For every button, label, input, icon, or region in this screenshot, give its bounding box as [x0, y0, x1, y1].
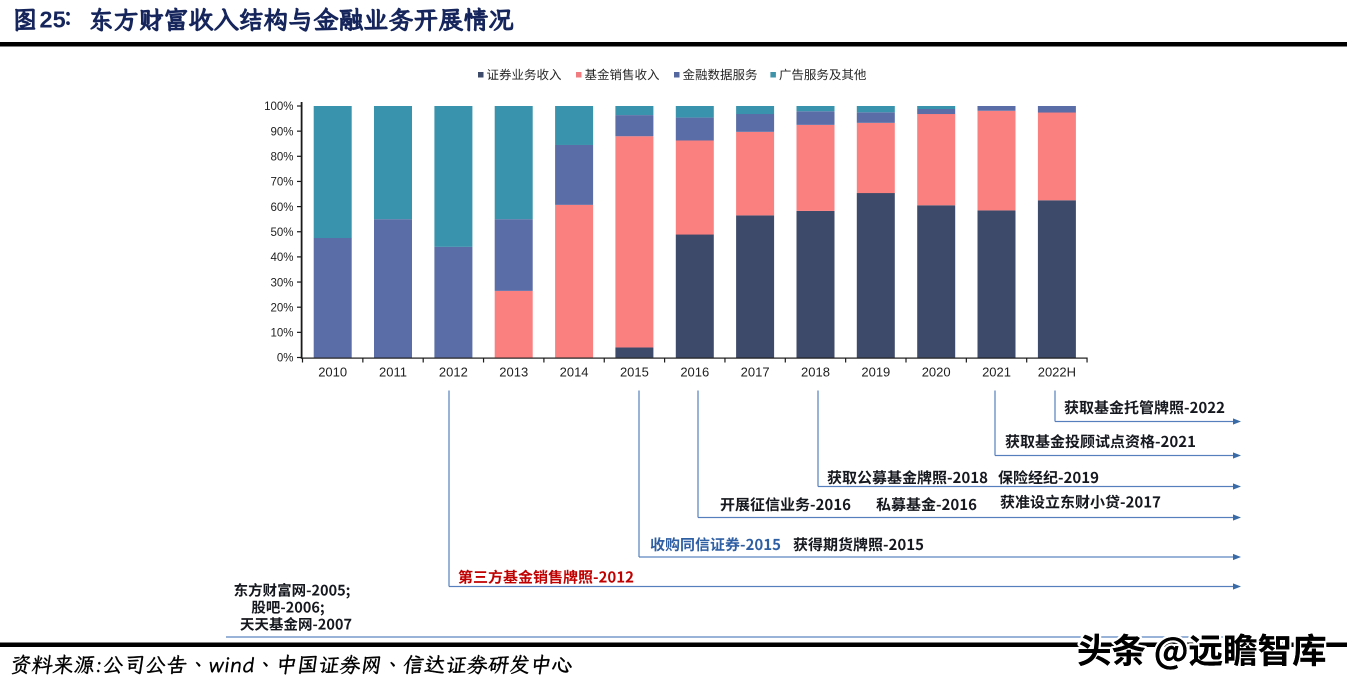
svg-text:2013: 2013	[499, 365, 528, 380]
svg-text:90%: 90%	[270, 126, 293, 138]
svg-text:2021: 2021	[982, 365, 1011, 380]
svg-text:80%: 80%	[270, 152, 293, 164]
svg-text:2019: 2019	[861, 365, 890, 380]
svg-text:2014: 2014	[560, 365, 589, 380]
svg-text:2020: 2020	[922, 365, 951, 380]
svg-text:2017: 2017	[741, 365, 770, 380]
svg-text:60%: 60%	[270, 202, 293, 214]
svg-text:40%: 40%	[270, 252, 293, 264]
svg-text:2012: 2012	[439, 365, 468, 380]
svg-text:2018: 2018	[801, 365, 830, 380]
svg-text:2015: 2015	[620, 365, 649, 380]
svg-text:20%: 20%	[270, 302, 293, 314]
svg-text:30%: 30%	[270, 277, 293, 289]
svg-text:100%: 100%	[264, 101, 293, 113]
svg-text:10%: 10%	[270, 328, 293, 340]
svg-text:2022H: 2022H	[1038, 365, 1076, 380]
svg-text:2016: 2016	[680, 365, 709, 380]
svg-text:2011: 2011	[379, 365, 407, 380]
svg-text:25: 25	[40, 7, 66, 33]
svg-text:0%: 0%	[277, 353, 294, 365]
svg-text:70%: 70%	[270, 177, 293, 189]
svg-text:50%: 50%	[270, 227, 293, 239]
svg-text:2010: 2010	[318, 365, 347, 380]
